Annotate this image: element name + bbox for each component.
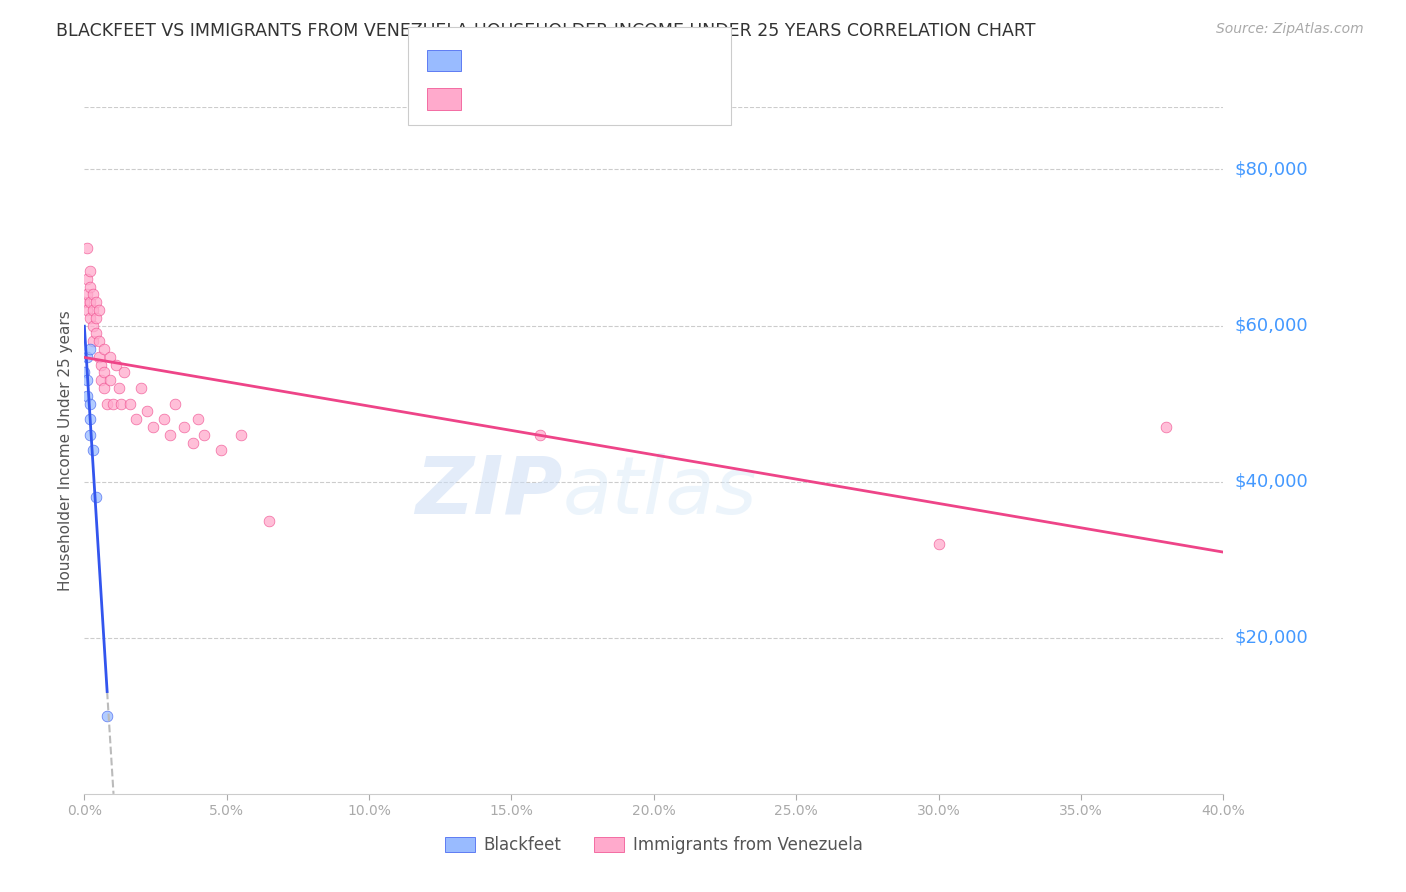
Point: [193, 427, 215, 442]
Point: [87, 334, 110, 349]
Point: [153, 412, 176, 426]
Point: [87, 303, 110, 318]
Point: [73, 295, 96, 310]
Point: [76, 287, 98, 301]
Point: [82, 303, 104, 318]
Point: [104, 358, 127, 372]
Y-axis label: Householder Income Under 25 years: Householder Income Under 25 years: [58, 310, 73, 591]
Point: [209, 443, 232, 458]
Point: [173, 420, 195, 434]
Point: [96, 708, 118, 723]
Point: [79, 295, 101, 310]
Point: [79, 342, 101, 356]
Point: [82, 287, 104, 301]
Point: [84, 326, 107, 341]
Point: [79, 412, 101, 426]
Text: R =: R =: [468, 91, 502, 105]
Point: [82, 334, 104, 349]
Point: [87, 350, 110, 364]
Point: [82, 443, 104, 458]
Text: $60,000: $60,000: [1234, 317, 1308, 334]
Text: -0.635: -0.635: [513, 53, 568, 67]
Point: [93, 342, 115, 356]
Point: [107, 381, 129, 395]
Text: 11: 11: [616, 53, 637, 67]
Text: N =: N =: [576, 91, 610, 105]
Point: [73, 366, 96, 380]
Point: [136, 404, 159, 418]
Point: [142, 420, 165, 434]
Text: R =: R =: [468, 53, 502, 67]
Point: [96, 396, 118, 410]
Point: [76, 303, 98, 318]
Point: [529, 427, 551, 442]
Point: [110, 396, 132, 410]
Point: [112, 366, 135, 380]
Point: [79, 279, 101, 293]
Point: [259, 514, 281, 528]
Point: [82, 318, 104, 333]
Point: [84, 295, 107, 310]
Point: [181, 435, 204, 450]
Point: [229, 427, 252, 442]
Point: [165, 396, 187, 410]
Point: [90, 358, 112, 372]
Text: ZIP: ZIP: [415, 452, 562, 531]
Text: -0.196: -0.196: [513, 91, 568, 105]
Text: BLACKFEET VS IMMIGRANTS FROM VENEZUELA HOUSEHOLDER INCOME UNDER 25 YEARS CORRELA: BLACKFEET VS IMMIGRANTS FROM VENEZUELA H…: [56, 22, 1036, 40]
Point: [84, 310, 107, 325]
Point: [928, 537, 950, 551]
Point: [93, 366, 115, 380]
Text: $40,000: $40,000: [1234, 473, 1308, 491]
Point: [76, 373, 98, 387]
Text: atlas: atlas: [562, 452, 758, 531]
Text: 50: 50: [616, 91, 637, 105]
Point: [93, 381, 115, 395]
Point: [98, 373, 121, 387]
Point: [76, 271, 98, 285]
Point: [118, 396, 141, 410]
Point: [79, 427, 101, 442]
Point: [124, 412, 146, 426]
Point: [1156, 420, 1178, 434]
Point: [76, 350, 98, 364]
Point: [101, 396, 124, 410]
Text: $20,000: $20,000: [1234, 629, 1308, 647]
Point: [98, 350, 121, 364]
Text: Source: ZipAtlas.com: Source: ZipAtlas.com: [1216, 22, 1364, 37]
Point: [187, 412, 209, 426]
Point: [79, 396, 101, 410]
Point: [76, 240, 98, 255]
Point: [79, 310, 101, 325]
Point: [79, 264, 101, 278]
Point: [131, 381, 153, 395]
Text: N =: N =: [576, 53, 610, 67]
Legend: Blackfeet, Immigrants from Venezuela: Blackfeet, Immigrants from Venezuela: [439, 830, 869, 861]
Text: $80,000: $80,000: [1234, 161, 1308, 178]
Point: [84, 490, 107, 504]
Point: [76, 389, 98, 403]
Point: [159, 427, 181, 442]
Point: [90, 373, 112, 387]
